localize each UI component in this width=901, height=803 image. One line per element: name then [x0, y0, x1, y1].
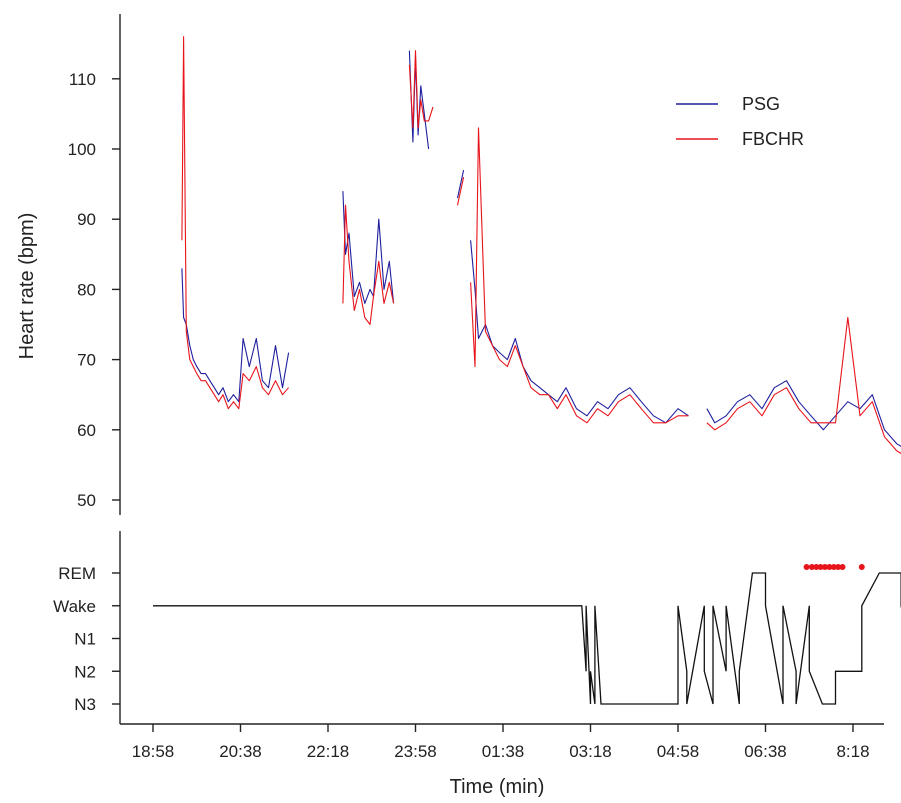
stage-y-ticks: REM Wake N1 N2 N3 — [53, 564, 120, 714]
rem-marker-9 — [858, 564, 865, 570]
fbchr-line-segment-5 — [706, 316, 901, 454]
hr-y-tick-label-60: 60 — [77, 421, 96, 440]
x-tick-label-6: 04:58 — [657, 742, 700, 761]
x-tick-label-3: 23:58 — [394, 742, 437, 761]
x-tick-label-2: 22:18 — [307, 742, 350, 761]
x-tick-label-8: 8:18 — [836, 742, 869, 761]
x-axis-label: Time (min) — [450, 776, 545, 798]
stage-series — [153, 572, 901, 705]
hr-series — [181, 36, 901, 454]
hr-y-tick-label-80: 80 — [77, 280, 96, 299]
heart-rate-panel: 50 60 70 80 90 100 110 Heart rate (bpm) PSG FB… — [16, 14, 901, 515]
sleep-stage-line — [153, 572, 901, 705]
x-tick-label-5: 03:18 — [569, 742, 612, 761]
rem-marker-3 — [817, 564, 824, 570]
rem-marker-2 — [813, 564, 820, 570]
rem-marker-1 — [808, 564, 815, 570]
rem-marker-5 — [826, 564, 833, 570]
rem-markers — [803, 564, 865, 570]
hr-y-axis-label: Heart rate (bpm) — [16, 213, 38, 360]
hr-y-tick-label-50: 50 — [77, 491, 96, 510]
x-tick-label-0: 18:58 — [132, 742, 175, 761]
hr-y-tick-label-70: 70 — [77, 351, 96, 370]
fbchr-line-segment-2 — [408, 50, 434, 129]
rem-marker-6 — [830, 564, 837, 570]
stage-y-tick-label-n1: N1 — [74, 630, 96, 649]
fbchr-line-segment-0 — [181, 36, 290, 410]
psg-line-segment-1 — [342, 191, 395, 304]
rem-marker-4 — [822, 564, 828, 570]
psg-line-segment-5 — [706, 380, 901, 447]
hr-y-tick-label-110: 110 — [69, 70, 96, 89]
rem-marker-0 — [803, 564, 810, 570]
legend-psg-label: PSG — [742, 94, 780, 114]
fbchr-line-segment-1 — [342, 204, 395, 326]
psg-line-segment-2 — [408, 50, 430, 150]
psg-line-segment-4 — [470, 240, 689, 424]
stage-y-tick-label-wake: Wake — [53, 597, 96, 616]
fbchr-line-segment-4 — [470, 127, 689, 424]
stage-x-ticks: 18:58 20:38 22:18 23:58 01:38 03:18 04:58 06:38… — [132, 724, 870, 761]
legend-fbchr-label: FBCHR — [742, 129, 804, 149]
stage-y-tick-label-n2: N2 — [74, 662, 96, 681]
rem-marker-8 — [839, 564, 846, 570]
x-tick-label-1: 20:38 — [219, 742, 262, 761]
hr-y-ticks: 50 60 70 80 90 100 110 — [68, 70, 120, 510]
psg-line-segment-0 — [181, 268, 290, 403]
x-tick-label-7: 06:38 — [744, 742, 787, 761]
psg-line-segment-3 — [456, 169, 465, 199]
stage-y-tick-label-n3: N3 — [74, 695, 96, 714]
sleep-stage-panel: REM Wake N1 N2 N3 18:58 20:38 22:18 23:58 01:38 0… — [53, 531, 901, 798]
rem-marker-7 — [835, 564, 842, 570]
hr-y-tick-label-100: 100 — [68, 140, 96, 159]
fbchr-line-segment-3 — [456, 176, 465, 206]
legend: PSG FBCHR — [676, 94, 804, 149]
hr-y-tick-label-90: 90 — [77, 210, 96, 229]
x-tick-label-4: 01:38 — [482, 742, 525, 761]
stage-y-tick-label-rem: REM — [58, 564, 96, 583]
